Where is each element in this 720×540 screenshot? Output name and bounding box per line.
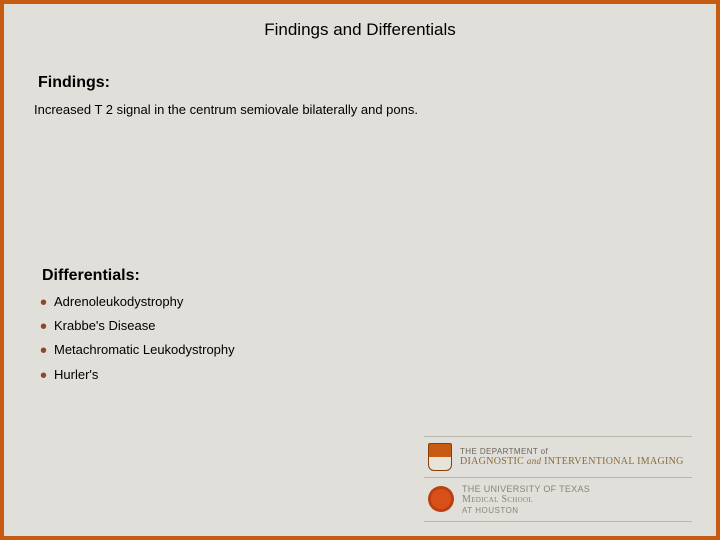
- dept-logo-block: THE DEPARTMENT of DIAGNOSTIC and INTERVE…: [424, 436, 692, 477]
- shield-icon: [428, 443, 452, 471]
- ut-line2: Medical School: [462, 494, 590, 506]
- differentials-list: Adrenoleukodystrophy Krabbe's Disease Me…: [40, 293, 688, 384]
- ut-line1: THE UNIVERSITY OF TEXAS: [462, 484, 590, 494]
- list-item: Metachromatic Leukodystrophy: [40, 341, 688, 359]
- findings-text: Increased T 2 signal in the centrum semi…: [34, 102, 688, 117]
- list-item: Krabbe's Disease: [40, 317, 688, 335]
- list-item: Hurler's: [40, 366, 688, 384]
- slide-container: Findings and Differentials Findings: Inc…: [0, 0, 720, 540]
- ut-logo-block: THE UNIVERSITY OF TEXAS Medical School A…: [424, 477, 692, 522]
- ut-logo-text: THE UNIVERSITY OF TEXAS Medical School A…: [462, 484, 590, 515]
- footer-logos: THE DEPARTMENT of DIAGNOSTIC and INTERVE…: [424, 436, 692, 522]
- dept-word-and: and: [527, 456, 541, 466]
- findings-heading: Findings:: [38, 74, 688, 92]
- dept-line2: DIAGNOSTIC and INTERVENTIONAL IMAGING: [460, 456, 684, 468]
- seal-icon: [428, 486, 454, 512]
- dept-logo-text: THE DEPARTMENT of DIAGNOSTIC and INTERVE…: [460, 447, 684, 468]
- dept-line1: THE DEPARTMENT of: [460, 447, 684, 456]
- ut-line3: AT HOUSTON: [462, 506, 590, 515]
- dept-word-diagnostic: DIAGNOSTIC: [460, 456, 524, 467]
- dept-word-interventional: INTERVENTIONAL IMAGING: [544, 456, 684, 467]
- slide-title: Findings and Differentials: [32, 20, 688, 40]
- differentials-heading: Differentials:: [42, 267, 688, 285]
- list-item: Adrenoleukodystrophy: [40, 293, 688, 311]
